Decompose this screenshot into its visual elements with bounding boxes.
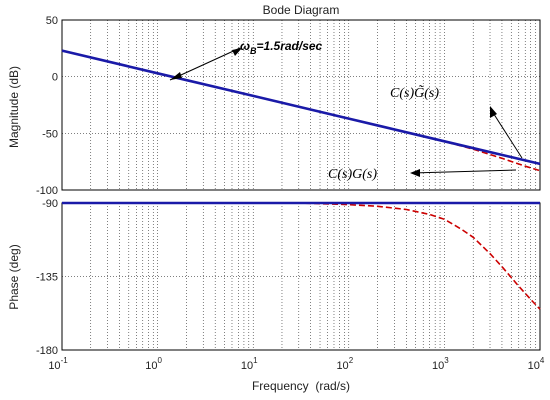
xtick-label: 100	[145, 356, 162, 372]
phase-ytick-label: -135	[36, 272, 58, 284]
magnitude-grid	[62, 20, 540, 190]
xtick-label: 10-1	[48, 356, 68, 372]
mag-ytick-label: 50	[46, 15, 58, 27]
xtick-label: 102	[336, 356, 353, 372]
bandwidth-annotation: ωB=1.5rad/sec	[240, 39, 323, 56]
phase-ytick-label: -90	[42, 198, 58, 210]
omega-subscript: B	[250, 46, 257, 56]
mag-ytick-label: -100	[36, 185, 58, 197]
frequency-xlabel: Frequency (rad/s)	[252, 379, 350, 393]
phase-panel: -90 -135 -180 10-1 100 101 102 103 104 Phase (d…	[7, 198, 545, 393]
phase-ytick-label: -180	[36, 345, 58, 357]
mag-series-tilde	[61, 49, 541, 166]
phase-grid	[62, 203, 540, 350]
tilde-arrow	[489, 107, 523, 159]
tilde-transfer-label: C(s)G̃(s)	[390, 85, 439, 101]
magnitude-series	[61, 49, 541, 172]
phase-y-ticks: -90 -135 -180	[36, 198, 58, 357]
bandwidth-arrowhead-tail	[232, 48, 242, 56]
tilde-arrowhead	[490, 106, 497, 118]
magnitude-panel: 50 0 -50 -100 Magnitude (dB)	[7, 15, 541, 197]
phase-plot-area	[61, 202, 541, 351]
magnitude-ylabel: Magnitude (dB)	[7, 66, 21, 148]
phase-x-ticks: 10-1 100 101 102 103 104	[48, 356, 545, 372]
xtick-label: 104	[528, 356, 545, 372]
mag-ytick-label: -50	[42, 128, 58, 140]
plain-arrow	[411, 169, 517, 174]
magnitude-y-ticks: 50 0 -50 -100	[36, 15, 58, 197]
bandwidth-value: =1.5rad/sec	[257, 39, 323, 53]
phase-series-plain	[62, 202, 541, 310]
bandwidth-arrowhead	[170, 72, 182, 80]
magnitude-plot-area	[61, 19, 541, 191]
mag-ytick-label: 0	[52, 72, 58, 84]
phase-ylabel: Phase (deg)	[7, 244, 21, 309]
chart-title: Bode Diagram	[263, 3, 340, 17]
xtick-label: 103	[432, 356, 449, 372]
bandwidth-arrow	[169, 47, 241, 81]
xtick-label: 101	[241, 356, 258, 372]
plain-arrowhead	[410, 169, 420, 177]
omega-symbol: ω	[240, 39, 250, 53]
phase-series	[62, 201, 541, 310]
plain-transfer-label: C(s)G(s)	[328, 167, 377, 182]
annotations: ωB=1.5rad/sec C(s)G̃(s) C(s)G(s)	[169, 39, 523, 182]
